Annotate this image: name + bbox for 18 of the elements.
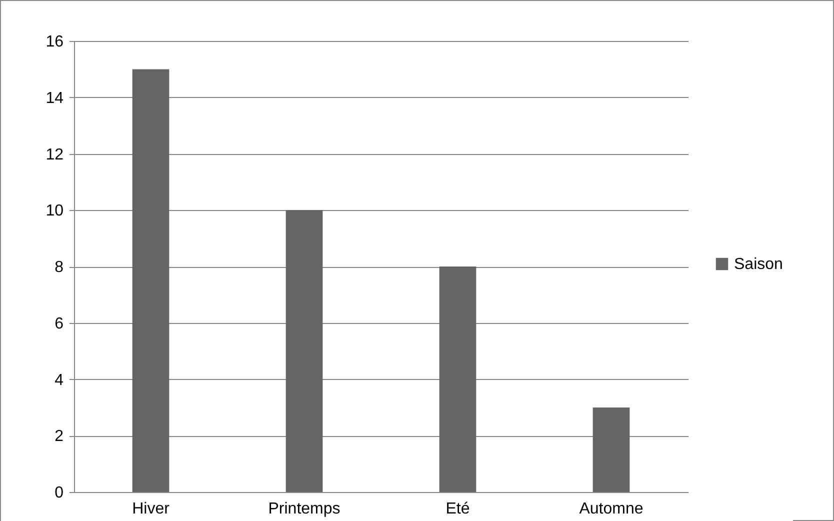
y-tick-label: 2	[54, 428, 64, 446]
x-tick-label: Automne	[579, 500, 644, 518]
y-tick-label: 0	[54, 484, 64, 502]
y-tick-label: 12	[46, 146, 64, 164]
y-tick-label: 16	[46, 34, 64, 50]
bar	[592, 407, 630, 492]
y-tick-label: 14	[46, 90, 64, 107]
bar	[439, 266, 476, 492]
y-tick-label: 10	[46, 202, 64, 220]
y-tick-label: 8	[54, 259, 64, 276]
y-tick-label: 6	[54, 315, 64, 332]
bar	[286, 210, 323, 492]
x-tick-label: Hiver	[132, 500, 170, 518]
bar	[132, 69, 170, 492]
y-tick-label: 4	[54, 372, 64, 389]
x-tick-label: Eté	[446, 500, 470, 518]
legend-label: Saison	[734, 256, 783, 273]
x-tick-label: Printemps	[268, 500, 340, 518]
